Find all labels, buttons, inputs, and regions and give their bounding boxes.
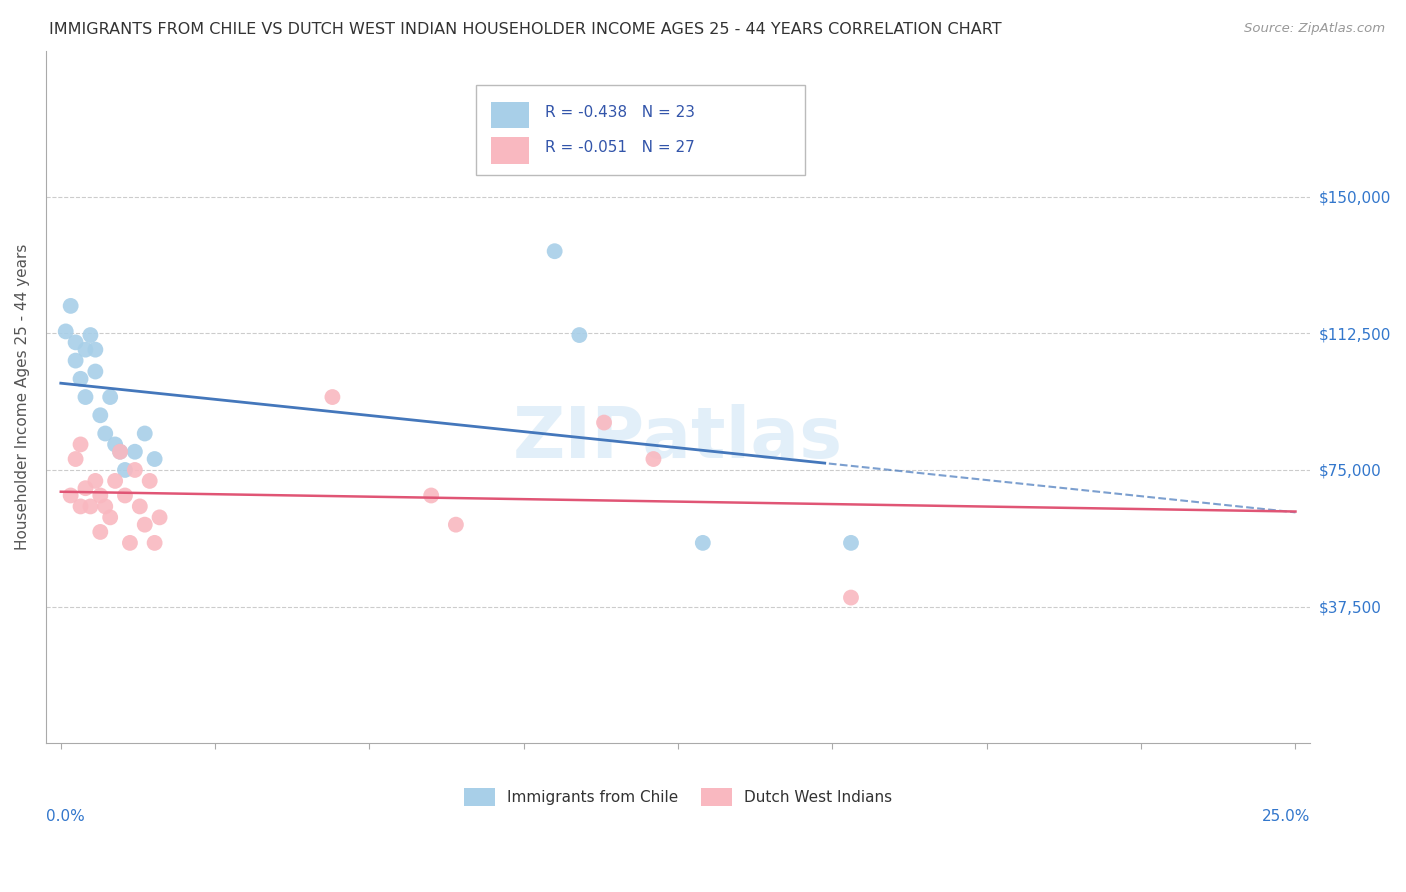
- Text: Source: ZipAtlas.com: Source: ZipAtlas.com: [1244, 22, 1385, 36]
- Point: [692, 536, 714, 550]
- Point: [65, 335, 87, 350]
- Point: [148, 510, 170, 524]
- Point: [89, 409, 111, 423]
- Point: [69, 437, 91, 451]
- Point: [104, 437, 127, 451]
- Point: [98, 510, 121, 524]
- Point: [839, 536, 862, 550]
- Point: [94, 500, 117, 514]
- Text: IMMIGRANTS FROM CHILE VS DUTCH WEST INDIAN HOUSEHOLDER INCOME AGES 25 - 44 YEARS: IMMIGRANTS FROM CHILE VS DUTCH WEST INDI…: [49, 22, 1002, 37]
- Point: [568, 328, 591, 343]
- Point: [124, 444, 146, 458]
- Text: R = -0.051   N = 27: R = -0.051 N = 27: [546, 140, 695, 155]
- Point: [59, 488, 82, 502]
- Point: [84, 365, 107, 379]
- Point: [69, 500, 91, 514]
- Point: [114, 488, 136, 502]
- Point: [420, 488, 443, 502]
- Point: [104, 474, 127, 488]
- Point: [321, 390, 343, 404]
- Point: [79, 500, 101, 514]
- Point: [143, 452, 166, 467]
- Point: [59, 299, 82, 313]
- Point: [134, 517, 156, 532]
- Point: [84, 474, 107, 488]
- Point: [94, 426, 117, 441]
- Legend: Immigrants from Chile, Dutch West Indians: Immigrants from Chile, Dutch West Indian…: [458, 782, 898, 812]
- Point: [79, 328, 101, 343]
- Point: [114, 463, 136, 477]
- Point: [839, 591, 862, 605]
- FancyBboxPatch shape: [475, 86, 804, 176]
- Point: [593, 416, 616, 430]
- Point: [643, 452, 665, 467]
- Point: [543, 244, 565, 259]
- Text: 0.0%: 0.0%: [46, 809, 84, 824]
- Point: [75, 343, 97, 357]
- Point: [108, 444, 131, 458]
- Point: [75, 390, 97, 404]
- Point: [65, 452, 87, 467]
- Point: [124, 463, 146, 477]
- Point: [89, 524, 111, 539]
- Point: [138, 474, 160, 488]
- Text: 25.0%: 25.0%: [1263, 809, 1310, 824]
- Point: [89, 488, 111, 502]
- Point: [65, 353, 87, 368]
- FancyBboxPatch shape: [491, 137, 529, 163]
- Point: [55, 325, 77, 339]
- Point: [444, 517, 467, 532]
- Point: [69, 372, 91, 386]
- Point: [128, 500, 150, 514]
- Text: ZIPatlas: ZIPatlas: [513, 404, 844, 473]
- Point: [75, 481, 97, 495]
- FancyBboxPatch shape: [491, 102, 529, 128]
- Point: [143, 536, 166, 550]
- Y-axis label: Householder Income Ages 25 - 44 years: Householder Income Ages 25 - 44 years: [15, 244, 30, 550]
- Point: [98, 390, 121, 404]
- Point: [84, 343, 107, 357]
- Text: R = -0.438   N = 23: R = -0.438 N = 23: [546, 105, 696, 120]
- Point: [134, 426, 156, 441]
- Point: [108, 444, 131, 458]
- Point: [118, 536, 141, 550]
